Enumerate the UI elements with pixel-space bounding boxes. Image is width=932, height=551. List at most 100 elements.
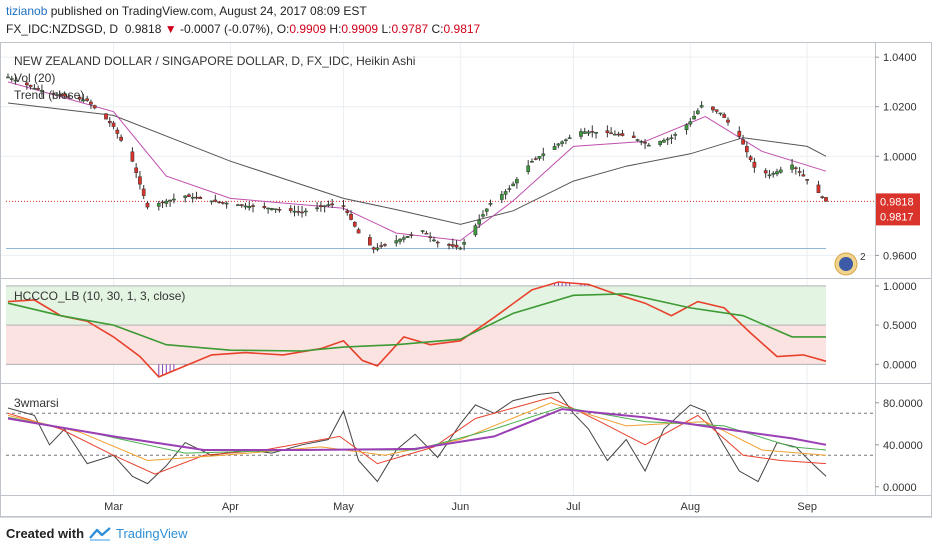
candle-down	[341, 205, 346, 207]
price-axis-tick-label: 1.0000	[883, 151, 917, 163]
open-label: O:	[276, 22, 290, 36]
last-price-box	[876, 193, 920, 226]
candle-down	[616, 133, 621, 136]
close-label: C:	[431, 22, 444, 36]
candle-up	[9, 78, 14, 80]
candle-up	[458, 247, 463, 250]
flag-icon	[839, 257, 853, 271]
publish-info: published on TradingView.com, August 24,…	[50, 4, 367, 18]
rsi-lines	[7, 391, 827, 485]
candle-up	[315, 207, 319, 210]
candle-up	[579, 131, 583, 137]
candle-down	[66, 96, 71, 98]
candle-down	[134, 167, 139, 173]
low-label: L:	[381, 22, 392, 36]
time-axis[interactable]: Mar Apr May Jun Jul Aug Sep	[104, 501, 817, 513]
candle-up	[401, 237, 406, 240]
down-arrow-icon: ▼	[164, 22, 177, 36]
time-axis-tick-label: Jun	[451, 501, 469, 513]
candle-up	[699, 105, 704, 108]
candle-down	[533, 158, 538, 160]
candle-up	[273, 208, 278, 211]
candle-down	[107, 121, 112, 124]
low-value: 0.9787	[391, 22, 429, 36]
candle-down	[609, 132, 613, 135]
candle-up	[658, 141, 662, 145]
rsi-pane: 3wmarsi	[6, 391, 875, 485]
candle-up	[322, 205, 327, 207]
candle-down	[115, 129, 120, 134]
candle-up	[695, 110, 700, 114]
candle-up	[236, 204, 240, 206]
candle-up	[669, 137, 674, 139]
price-axis-tick-label: 80.0000	[883, 398, 923, 410]
candle-down	[51, 93, 56, 95]
candle-up	[326, 204, 331, 206]
candle-down	[28, 84, 33, 87]
hccco-fast-line	[7, 281, 827, 378]
price-pane: NEW ZEALAND DOLLAR / SINGAPORE DOLLAR, D…	[1, 54, 875, 276]
volume-indicator-label: Vol (20)	[14, 71, 55, 85]
candle-down	[89, 101, 93, 105]
candle-up	[499, 194, 504, 200]
tradingview-logo-icon	[89, 527, 111, 541]
candle-down	[428, 236, 433, 238]
candle-down	[714, 109, 719, 112]
price-axis-tick-label: 0.9600	[883, 250, 917, 262]
candle-down	[748, 156, 753, 160]
candle-up	[639, 141, 644, 143]
candle-up	[55, 94, 59, 96]
chart-canvas[interactable]: NEW ZEALAND DOLLAR / SINGAPORE DOLLAR, D…	[0, 42, 932, 517]
last-price: 0.9818	[124, 22, 162, 36]
candle-up	[613, 133, 617, 136]
candle-down	[251, 205, 255, 207]
candle-up	[537, 156, 542, 159]
time-axis-tick-label: Jul	[566, 501, 580, 513]
candle-up	[398, 238, 402, 242]
candle-down	[24, 82, 29, 86]
tradingview-brand-link[interactable]: TradingView	[116, 526, 188, 541]
candle-down	[605, 130, 610, 133]
author-link[interactable]: tizianob	[6, 4, 48, 18]
vertical-grid	[113, 43, 808, 495]
candle-up	[673, 134, 678, 136]
last-price-badge: 0.9818 0.9817	[876, 193, 920, 226]
candle-down	[454, 244, 459, 248]
candle-up	[81, 99, 86, 102]
candle-down	[319, 205, 323, 207]
events-badge[interactable]: 2	[834, 252, 866, 276]
candle-up	[266, 207, 270, 210]
rsi-pane-title: 3wmarsi	[14, 396, 59, 410]
trend-indicator-label: Trend (close)	[14, 88, 84, 102]
close-price-label: 0.9817	[880, 211, 914, 223]
candle-down	[277, 208, 282, 211]
candle-up	[594, 131, 598, 134]
candle-up	[420, 230, 425, 232]
candle-up	[6, 76, 10, 79]
candle-down	[58, 94, 63, 96]
candle-down	[187, 194, 191, 197]
price-pane-title: NEW ZEALAND DOLLAR / SINGAPORE DOLLAR, D…	[14, 54, 415, 68]
candle-down	[62, 93, 67, 97]
candle-down	[77, 96, 82, 100]
candle-up	[32, 87, 37, 90]
candle-up	[511, 183, 515, 187]
candle-up	[635, 139, 640, 141]
candle-down	[643, 141, 647, 144]
symbol-label: FX_IDC:NZDSGD, D	[6, 22, 119, 36]
price-axis-tick-label: 0.0000	[883, 359, 917, 371]
candle-up	[247, 205, 252, 209]
candle-up	[481, 214, 485, 217]
candle-down	[801, 174, 806, 177]
candle-down	[409, 234, 414, 236]
candle-down	[424, 232, 429, 235]
candle-up	[473, 225, 478, 236]
candle-down	[352, 221, 357, 227]
candle-up	[40, 90, 44, 92]
price-axis[interactable]: 1.0400 1.0200 1.0000 0.9600 1.0000 0.5000 0.00…	[875, 52, 923, 494]
candle-up	[560, 141, 564, 144]
candle-up	[515, 179, 519, 184]
candle-down	[262, 206, 267, 208]
rsi-line	[7, 391, 827, 485]
events-badge-count: 2	[860, 252, 866, 263]
